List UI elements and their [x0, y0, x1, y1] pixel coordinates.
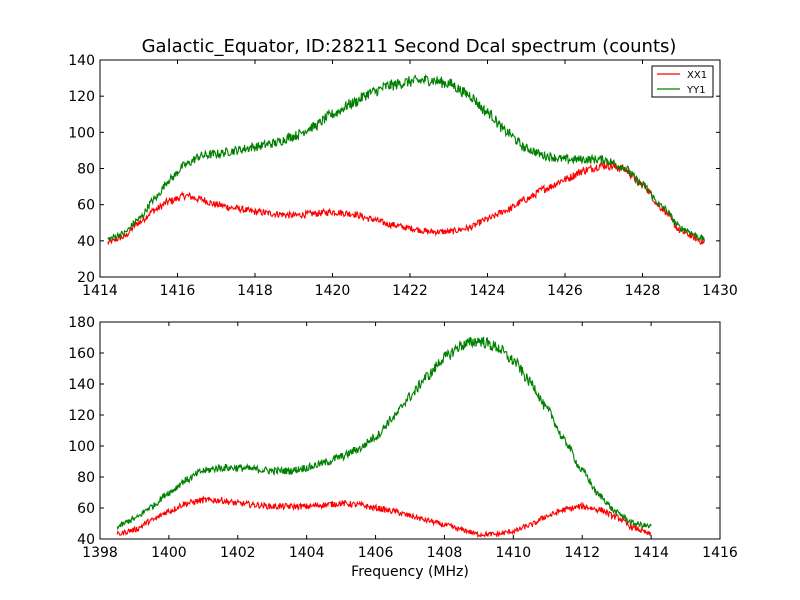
- bottom-xtick-label: 1414: [633, 545, 669, 561]
- chart-title-top: Galactic_Equator, ID:28211 Second Dcal s…: [142, 36, 677, 57]
- bottom-xtick-label: 1410: [496, 545, 532, 561]
- bottom-ytick-label: 120: [68, 408, 95, 424]
- top-axes: 1414 1416 1418 1420 1422 1424 1426 1428 1430 20 40…: [68, 53, 738, 299]
- top-ytick-label: 140: [68, 53, 95, 69]
- top-xtick-label: 1420: [315, 283, 351, 299]
- bottom-axes-frame: [99, 321, 721, 540]
- top-xtick-label: 1422: [392, 283, 428, 299]
- bottom-xtick-label: 1408: [427, 545, 463, 561]
- top-ytick-label: 20: [77, 270, 95, 286]
- legend-label-xx1: XX1: [687, 70, 707, 81]
- bottom-ytick-label: 140: [68, 377, 95, 393]
- top-xtick-label: 1428: [625, 283, 661, 299]
- bottom-ytick-label: 180: [68, 315, 95, 331]
- bottom-ytick-label: 60: [77, 501, 95, 517]
- top-series-line-yy1: [107, 73, 706, 242]
- bottom-ticks: 1398 1400 1402 1404 1406 1408 1410 1412 1414 1416…: [68, 315, 738, 561]
- bottom-xtick-label: 1406: [358, 545, 394, 561]
- bottom-series-line-series-0: [116, 495, 652, 539]
- bottom-xtick-label: 1400: [151, 545, 187, 561]
- bottom-xtick-label: 1412: [564, 545, 600, 561]
- x-axis-label-bottom: Frequency (MHz): [351, 564, 469, 580]
- top-ytick-label: 100: [68, 125, 95, 141]
- top-xtick-label: 1416: [160, 283, 196, 299]
- top-ytick-label: 60: [77, 198, 95, 214]
- top-ytick-label: 120: [68, 89, 95, 105]
- legend-label-yy1: YY1: [686, 85, 706, 96]
- legend: XX1 YY1: [651, 65, 714, 98]
- top-plot-lines: [107, 73, 706, 246]
- top-xtick-label: 1414: [82, 283, 118, 299]
- top-ticks: 1414 1416 1418 1420 1422 1424 1426 1428 1430 20 40…: [68, 53, 738, 299]
- bottom-axes: 1398 1400 1402 1404 1406 1408 1410 1412 1414 1416…: [68, 315, 738, 561]
- legend-box: [651, 65, 714, 98]
- bottom-ytick-label: 100: [68, 439, 95, 455]
- top-xtick-label: 1424: [470, 283, 506, 299]
- bottom-xtick-label: 1404: [289, 545, 325, 561]
- top-xtick-label: 1430: [702, 283, 738, 299]
- bottom-xtick-label: 1398: [82, 545, 118, 561]
- bottom-ytick-label: 160: [68, 346, 95, 362]
- bottom-ytick-label: 40: [77, 532, 95, 548]
- top-ytick-label: 80: [77, 162, 95, 178]
- top-xtick-label: 1426: [547, 283, 583, 299]
- top-series-line-xx1: [107, 160, 705, 246]
- bottom-xtick-label: 1402: [220, 545, 256, 561]
- top-xtick-label: 1418: [237, 283, 273, 299]
- bottom-plot-lines: [116, 336, 652, 539]
- top-ytick-label: 40: [77, 234, 95, 250]
- bottom-series-line-series-1: [116, 336, 652, 531]
- bottom-xtick-label: 1416: [702, 545, 738, 561]
- bottom-ytick-label: 80: [77, 470, 95, 486]
